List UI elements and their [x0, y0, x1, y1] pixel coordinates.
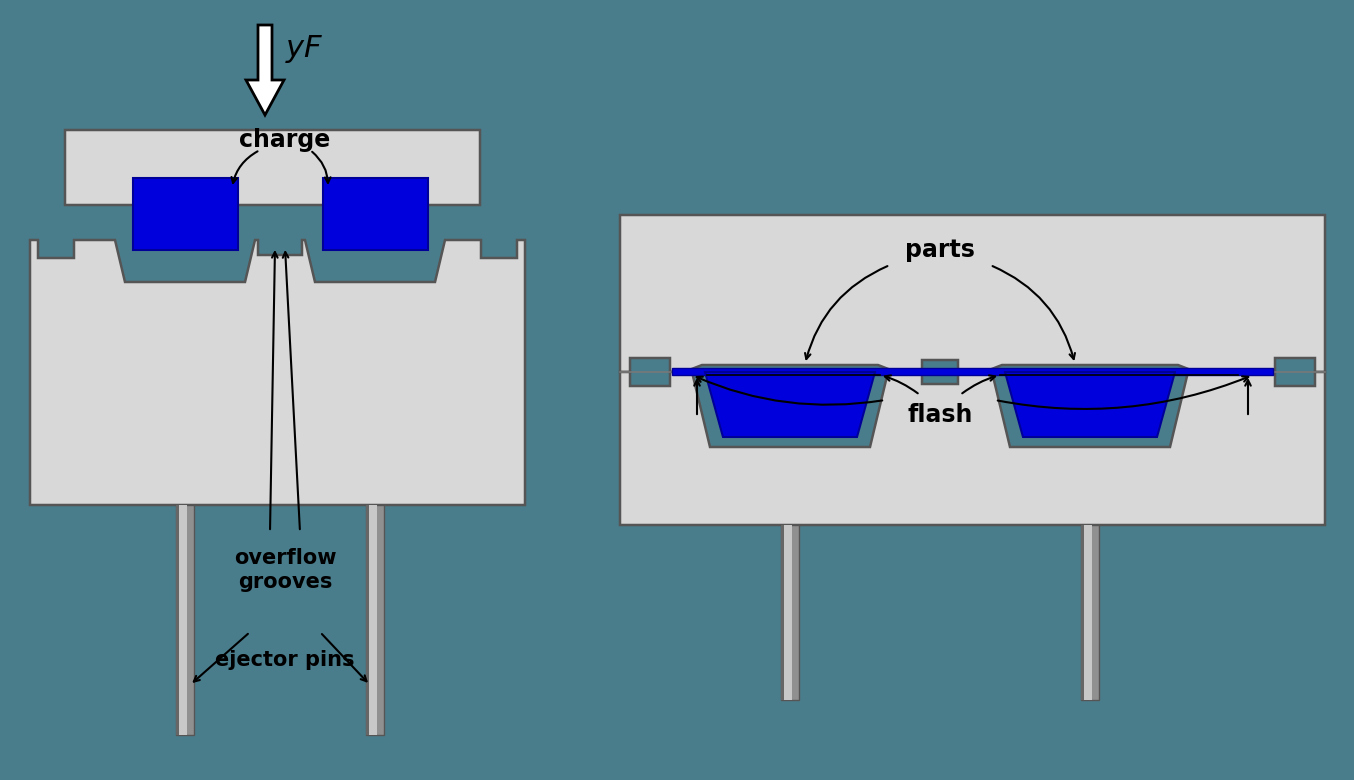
- FancyArrow shape: [246, 25, 284, 115]
- Polygon shape: [620, 372, 1326, 525]
- Bar: [370, 505, 376, 735]
- Bar: [133, 178, 238, 250]
- Polygon shape: [1005, 372, 1175, 437]
- Polygon shape: [620, 215, 1326, 372]
- Bar: [1085, 525, 1091, 700]
- Bar: [324, 178, 428, 250]
- Text: $\it{yF}$: $\it{yF}$: [284, 33, 324, 65]
- Text: charge: charge: [240, 128, 330, 152]
- Bar: [784, 525, 792, 700]
- Text: parts: parts: [904, 238, 975, 262]
- Bar: [366, 505, 385, 735]
- Polygon shape: [30, 240, 525, 505]
- Bar: [176, 505, 179, 735]
- Polygon shape: [65, 130, 481, 233]
- Bar: [672, 368, 1273, 375]
- Bar: [366, 505, 370, 735]
- Bar: [176, 505, 194, 735]
- Polygon shape: [705, 372, 875, 437]
- Bar: [781, 525, 799, 700]
- Bar: [1080, 525, 1085, 700]
- Text: overflow
grooves: overflow grooves: [234, 548, 336, 591]
- Text: flash: flash: [907, 403, 972, 427]
- Bar: [179, 505, 187, 735]
- Text: ejector pins: ejector pins: [215, 650, 355, 670]
- Bar: [1080, 525, 1099, 700]
- Bar: [781, 525, 784, 700]
